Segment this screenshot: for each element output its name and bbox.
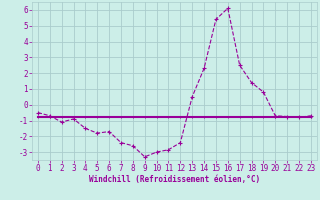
X-axis label: Windchill (Refroidissement éolien,°C): Windchill (Refroidissement éolien,°C) <box>89 175 260 184</box>
